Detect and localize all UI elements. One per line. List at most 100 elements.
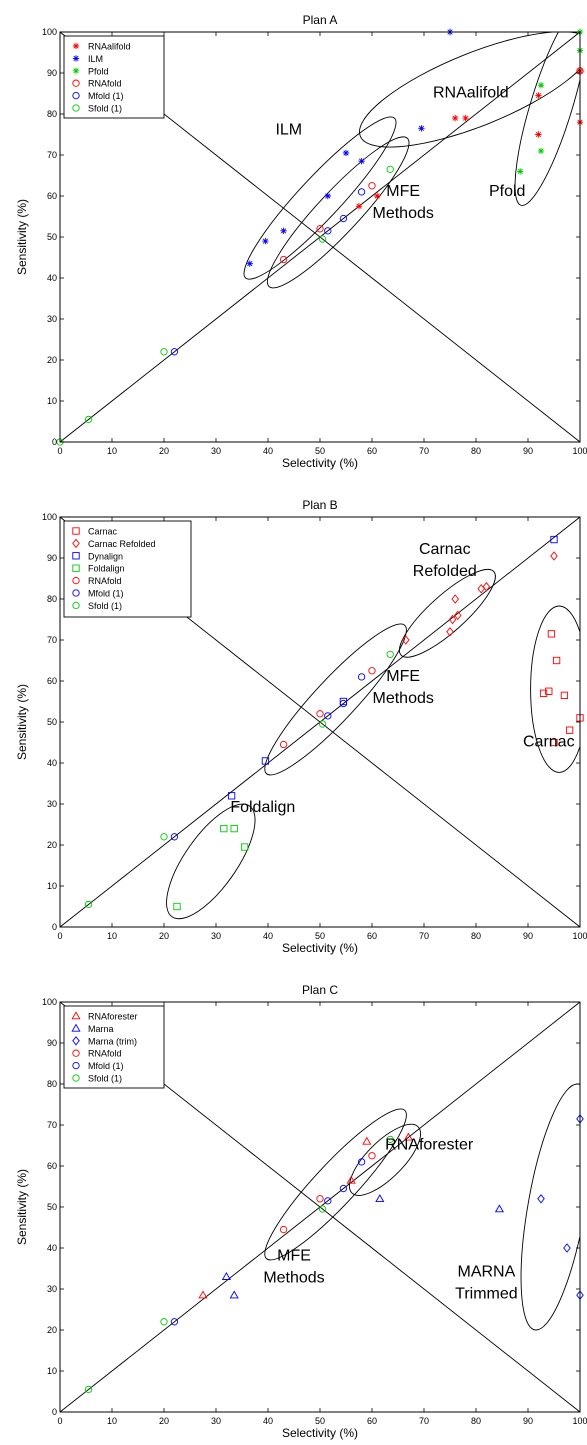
chart-3-series-2-point-1 (221, 1271, 231, 1280)
chart-1-legend-marker-3 (72, 67, 80, 74)
chart-3-ytick-label-80: 80 (47, 1079, 57, 1089)
chart-1-series-1-point-6 (535, 92, 542, 99)
chart-1-series-1-point-5 (535, 131, 542, 138)
chart-1-ytick-label-80: 80 (47, 109, 57, 119)
chart-1-ytick-label-0: 0 (52, 437, 57, 447)
chart-2-legend-entry-2: Carnac Refolded (72, 538, 156, 549)
chart-1-series-3-point-1 (517, 168, 524, 175)
chart-3-ytick-label-40: 40 (47, 1243, 57, 1253)
chart-3-series-1-point-1 (198, 1290, 208, 1299)
chart-1-xtick-label-40: 40 (263, 446, 273, 456)
chart-2-xtick-label-40: 40 (263, 931, 273, 941)
chart-1-legend-entry-4: RNAfold (72, 79, 122, 89)
chart-1-series-6-point-2 (84, 415, 93, 424)
chart-2-series-6-point-4 (357, 673, 366, 681)
chart-3-xtick-label-30: 30 (211, 1416, 221, 1426)
chart-2-annotation-3: Carnac (523, 734, 575, 751)
chart-1-legend-label-5: Mfold (1) (88, 91, 124, 101)
chart-2-series-6-point-2 (324, 712, 332, 720)
chart-3-ytick-label-70: 70 (47, 1120, 57, 1130)
chart-1-enclosure-3 (359, 32, 580, 148)
chart-2-series-4-point-4 (240, 843, 249, 851)
chart-3-legend-entry-2: Marna (71, 1023, 114, 1034)
chart-2-annotation-2: MFE Methods (373, 668, 434, 707)
chart-3-legend-marker-1 (71, 1011, 81, 1020)
chart-3-series-2 (221, 1194, 504, 1299)
chart-1-legend-marker-5 (72, 91, 80, 100)
chart-3-series-1-point-2 (346, 1175, 356, 1184)
chart-1: Plan A 00 10 10 20 20 30 30 40 40 50 50 60 60 70 70 80 80… (15, 13, 587, 470)
chart-3-series-5-point-4 (357, 1158, 366, 1166)
chart-2-legend-marker-3 (72, 552, 80, 560)
chart-3-series-5-point-1 (170, 1318, 179, 1326)
chart-3-annotation-2-line-2: Methods (263, 1269, 324, 1286)
chart-1-ytick-label-30: 30 (47, 314, 57, 324)
chart-2-series-2-point-3 (448, 614, 457, 625)
chart-1-ytick-label-90: 90 (47, 68, 57, 78)
chart-2-series-6-point-3 (339, 699, 348, 708)
chart-2-xtick-label-100: 100 (572, 931, 587, 941)
chart-2-series-6 (170, 673, 366, 841)
chart-3-enclosure-2 (349, 1123, 421, 1196)
chart-1-annotation-3-line-1: Pfold (489, 183, 525, 200)
chart-3-series-6-point-1 (84, 1385, 93, 1394)
chart-3-annotation-1: RNAforester (385, 1137, 474, 1154)
chart-2-ytick-label-80: 80 (47, 594, 57, 604)
chart-2-enclosure-3 (530, 605, 580, 773)
chart-2-xtick-label-70: 70 (419, 931, 429, 941)
chart-2-series-7-point-1 (84, 900, 93, 909)
chart-2-legend-label-4: Foldalign (88, 564, 125, 574)
chart-1-legend-entry-3: Pfold (72, 66, 109, 76)
chart-3-ytick-label-0: 0 (52, 1407, 57, 1417)
chart-1-series-6-point-5 (386, 165, 394, 174)
chart-2-series-2-point-5 (454, 610, 462, 621)
chart-1-xtick-label-80: 80 (471, 446, 481, 456)
chart-2-series-1-point-4 (550, 738, 558, 747)
chart-2-xtick-label-20: 20 (159, 931, 169, 941)
chart-3-ytick-label-90: 90 (47, 1038, 57, 1048)
chart-1-series-2 (246, 28, 454, 267)
chart-1-series-2-point-2 (262, 237, 269, 245)
chart-1-series-4-point-3 (368, 182, 376, 190)
chart-2-ytick-label-40: 40 (47, 758, 57, 768)
chart-1-series-6 (56, 165, 394, 446)
chart-1-series-3-point-3 (537, 82, 545, 89)
chart-3-series-6-point-4 (386, 1135, 394, 1144)
chart-1-annotation-2: ILM (275, 122, 302, 139)
chart-2-legend-entry-4: Foldalign (72, 564, 125, 574)
chart-2-series-2 (402, 551, 558, 645)
chart-3-series-1-point-4 (403, 1132, 413, 1141)
chart-2-ylabel: Sensitivity (%) (15, 684, 29, 760)
chart-3-series-2-point-2 (229, 1290, 239, 1299)
chart-1-legend-label-3: Pfold (88, 66, 109, 76)
chart-2-title: Plan B (302, 498, 337, 512)
chart-2-series-3-point-4 (550, 535, 558, 544)
chart-3-series-3-point-2 (563, 1243, 571, 1253)
chart-3-legend-label-3: Marna (trim) (88, 1036, 137, 1046)
chart-3-series-4-point-3 (368, 1152, 376, 1160)
chart-1-xtick-label-70: 70 (419, 446, 429, 456)
chart-2-legend-box (63, 520, 192, 618)
chart-1-annotation-4: MFE Methods (373, 183, 434, 222)
chart-3-xtick-label-70: 70 (419, 1416, 429, 1426)
chart-2-series-7-point-2 (160, 833, 168, 841)
chart-3-legend-marker-3 (72, 1036, 80, 1046)
chart-1-xtick-label-20: 20 (159, 446, 169, 456)
chart-2-xlabel: Selectivity (%) (282, 941, 358, 955)
chart-1-xtick-label-30: 30 (211, 446, 221, 456)
chart-1-series-1-point-1 (355, 203, 363, 210)
chart-2-legend-marker-7 (72, 601, 80, 610)
chart-2-series-3-point-1 (227, 792, 236, 800)
chart-2-annotation-3-line-1: Carnac (523, 734, 575, 751)
chart-2-series-1-point-7 (565, 726, 574, 734)
chart-3-legend-entry-5: Mfold (1) (72, 1061, 124, 1071)
chart-3-xtick-label-10: 10 (107, 1416, 117, 1426)
chart-2-ytick-label-70: 70 (47, 635, 57, 645)
chart-2-series-6-point-1 (170, 833, 179, 841)
chart-3-legend-marker-2 (71, 1023, 81, 1032)
chart-3-series-5-point-3 (339, 1184, 348, 1193)
chart-3-annotation-3-line-1: MARNA (458, 1264, 516, 1281)
chart-1-series-5-point-1 (170, 348, 179, 356)
chart-3-xlabel: Selectivity (%) (282, 1426, 358, 1440)
chart-2-series-2-point-4 (451, 594, 459, 604)
